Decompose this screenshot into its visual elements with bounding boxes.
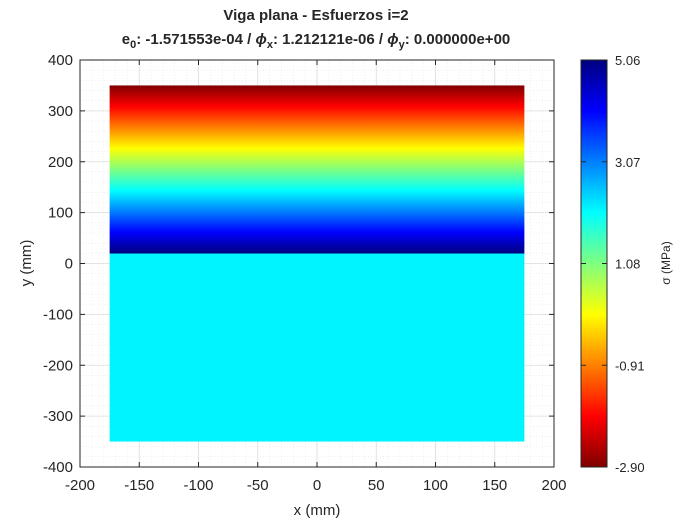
chart-title: Viga plana - Esfuerzos i=2 (223, 7, 408, 24)
x-tick-label: -200 (65, 477, 95, 494)
phix-subscript: x (267, 39, 274, 51)
colorbar-tick-label: 3.07 (615, 155, 640, 170)
x-tick-label: 150 (482, 477, 507, 494)
x-tick-label: 0 (313, 477, 321, 494)
phiy-subscript: y (399, 39, 406, 51)
x-tick-label: -100 (183, 477, 213, 494)
colorbar-ticks: 5.06 3.07 1.08 -0.91 -2.90 (581, 53, 645, 475)
phix-symbol: ϕ (255, 31, 266, 48)
y-tick-label: 0 (65, 256, 73, 273)
x-axis-label: x (mm) (294, 502, 341, 519)
colorbar-label: σ (MPa) (659, 241, 673, 284)
e0-value: : -1.571553e-04 / (136, 31, 255, 48)
colorbar-tick-label: 1.08 (615, 257, 640, 272)
y-axis: 400 300 200 100 0 -100 -200 -300 -400 (43, 52, 554, 476)
x-tick-label: 200 (541, 477, 566, 494)
stress-field (109, 85, 525, 442)
colorbar-tick-label: 5.06 (615, 53, 640, 68)
x-tick-label: 100 (423, 477, 448, 494)
phiy-value: : 0.000000e+00 (405, 31, 511, 48)
y-tick-label: 200 (48, 154, 73, 171)
colorbar-tick-label: -2.90 (615, 460, 645, 475)
y-tick-label: -200 (43, 357, 73, 374)
x-tick-label: -150 (124, 477, 154, 494)
y-tick-label: 300 (48, 103, 73, 120)
y-tick-label: 100 (48, 205, 73, 222)
x-tick-label: 50 (368, 477, 385, 494)
e0-subscript: 0 (130, 39, 136, 51)
chart-subtitle: e0: -1.571553e-04 / ϕx: 1.212121e-06 / ϕ… (122, 31, 511, 51)
y-tick-label: -300 (43, 408, 73, 425)
y-axis-label: y (mm) (18, 240, 35, 287)
y-tick-label: 400 (48, 52, 73, 69)
x-tick-label: -50 (247, 477, 269, 494)
phix-value: : 1.212121e-06 / (273, 31, 387, 48)
y-tick-label: -400 (43, 459, 73, 476)
y-tick-label: -100 (43, 306, 73, 323)
colorbar-tick-label: -0.91 (615, 358, 645, 373)
x-axis: -200 -150 -100 -50 0 50 100 150 200 (65, 60, 567, 494)
e0-label: e (122, 31, 130, 48)
phiy-symbol: ϕ (387, 31, 398, 48)
